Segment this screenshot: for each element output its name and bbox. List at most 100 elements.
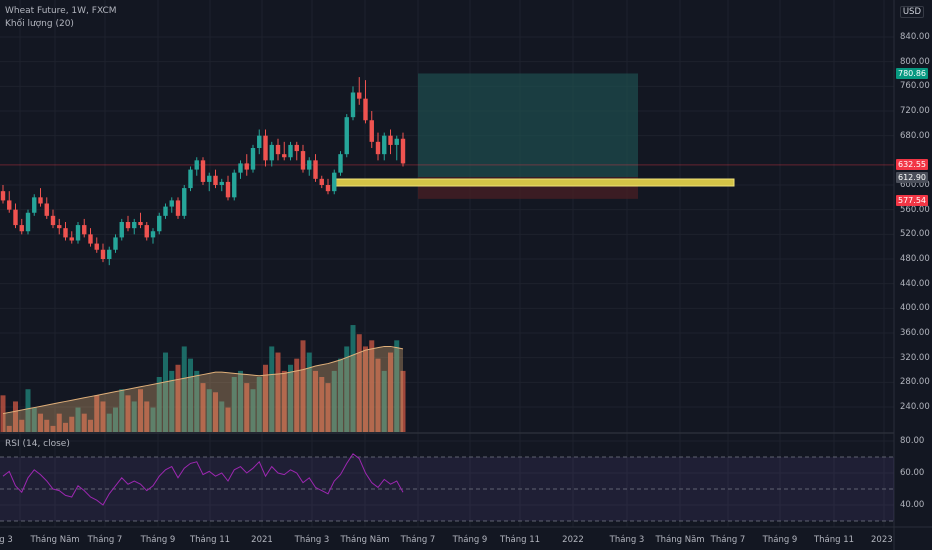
- candle-body[interactable]: [113, 237, 118, 250]
- candle-body[interactable]: [232, 172, 237, 198]
- candle-body[interactable]: [363, 98, 368, 121]
- candle-body[interactable]: [238, 163, 243, 173]
- long-position-tool[interactable]: [0, 73, 894, 199]
- candle-body[interactable]: [132, 222, 137, 229]
- candle-body[interactable]: [313, 160, 318, 179]
- rsi-legend[interactable]: RSI (14, close): [5, 439, 70, 449]
- candle-body[interactable]: [57, 225, 62, 229]
- price-tick: 480.00: [900, 254, 930, 264]
- candle-body[interactable]: [357, 92, 362, 99]
- candle-body[interactable]: [282, 154, 287, 158]
- candle-body[interactable]: [344, 117, 349, 155]
- candle-body[interactable]: [269, 144, 274, 161]
- candle-body[interactable]: [332, 172, 337, 192]
- time-tick: Tháng 9: [452, 535, 488, 545]
- profit-zone[interactable]: [418, 73, 638, 178]
- candle-body[interactable]: [32, 197, 37, 213]
- candle-body[interactable]: [400, 138, 406, 164]
- price-label: 577.54: [896, 195, 928, 206]
- volume-bar: [250, 389, 256, 432]
- volume-ma-line: [2, 345, 404, 415]
- candle-body[interactable]: [119, 222, 124, 238]
- currency-button[interactable]: USD: [899, 6, 924, 18]
- candle-body[interactable]: [63, 228, 68, 238]
- price-tick: 800.00: [900, 56, 930, 67]
- candle-body[interactable]: [294, 144, 299, 152]
- candle-body[interactable]: [107, 249, 112, 259]
- time-tick: Tháng 9: [140, 535, 176, 545]
- candle-body[interactable]: [288, 144, 293, 158]
- candle-body[interactable]: [7, 200, 12, 210]
- time-tick: 2022: [562, 535, 584, 545]
- rsi-pane[interactable]: [0, 453, 894, 522]
- candle-body[interactable]: [250, 148, 256, 170]
- volume-bar: [388, 352, 393, 432]
- candle-body[interactable]: [375, 141, 381, 155]
- candle-body[interactable]: [394, 138, 399, 145]
- volume-bar: [238, 370, 243, 432]
- candle-body[interactable]: [163, 206, 168, 216]
- candle-body[interactable]: [75, 225, 81, 241]
- candle-body[interactable]: [300, 151, 306, 170]
- rsi-line[interactable]: [2, 453, 404, 506]
- candle-body[interactable]: [213, 175, 218, 185]
- candle-body[interactable]: [169, 200, 174, 207]
- candle-body[interactable]: [194, 160, 199, 170]
- candle-body[interactable]: [182, 188, 187, 216]
- volume-bar: [269, 346, 275, 432]
- candle-body[interactable]: [188, 169, 193, 189]
- candle-body[interactable]: [50, 215, 56, 226]
- volume-bar: [306, 352, 312, 432]
- volume-bar: [200, 383, 206, 432]
- candle-body[interactable]: [382, 135, 387, 155]
- candle-body[interactable]: [69, 237, 74, 241]
- candle-body[interactable]: [207, 175, 212, 182]
- candle-body[interactable]: [219, 181, 224, 185]
- volume-legend[interactable]: Khối lượng (20): [5, 19, 74, 29]
- candle-body[interactable]: [19, 225, 24, 232]
- candle-body[interactable]: [150, 231, 156, 238]
- volume-bar: [344, 346, 350, 432]
- volume-bar: [150, 407, 156, 432]
- candle-body[interactable]: [325, 185, 331, 192]
- candle-body[interactable]: [200, 160, 206, 182]
- volume-bar: [19, 419, 25, 432]
- price-tick: 600.00: [900, 180, 930, 190]
- volume-bar: [263, 364, 268, 432]
- candle-body[interactable]: [244, 163, 249, 170]
- price-tick: 680.00: [900, 130, 930, 141]
- candle-body[interactable]: [225, 181, 231, 198]
- candle-body[interactable]: [25, 212, 31, 232]
- candle-body[interactable]: [388, 135, 393, 145]
- candle-body[interactable]: [157, 215, 162, 232]
- volume-histogram: [0, 325, 406, 432]
- volume-bar: [369, 340, 375, 432]
- support-zone-rect[interactable]: [333, 178, 735, 187]
- candlestick-series[interactable]: [0, 77, 406, 266]
- candle-body[interactable]: [307, 160, 312, 170]
- candle-body[interactable]: [138, 222, 143, 226]
- candle-body[interactable]: [82, 225, 87, 235]
- candle-body[interactable]: [319, 178, 324, 185]
- candle-body[interactable]: [38, 197, 43, 204]
- symbol-legend[interactable]: Wheat Future, 1W, FXCM: [5, 6, 117, 16]
- candle-body[interactable]: [0, 191, 6, 201]
- volume-bar: [231, 377, 237, 432]
- volume-bar: [138, 389, 143, 432]
- candle-body[interactable]: [257, 135, 262, 148]
- candle-body[interactable]: [275, 144, 281, 155]
- price-tick: 240.00: [900, 402, 930, 412]
- candle-body[interactable]: [44, 203, 49, 216]
- candle-body[interactable]: [94, 243, 99, 250]
- candle-body[interactable]: [350, 92, 356, 118]
- candle-body[interactable]: [13, 209, 18, 226]
- candle-body[interactable]: [263, 135, 268, 161]
- candle-body[interactable]: [100, 249, 106, 259]
- candle-body[interactable]: [125, 222, 131, 229]
- candle-body[interactable]: [369, 120, 374, 142]
- candle-body[interactable]: [144, 225, 149, 238]
- candle-body[interactable]: [338, 154, 343, 173]
- candle-body[interactable]: [175, 200, 181, 216]
- candle-body[interactable]: [88, 234, 93, 244]
